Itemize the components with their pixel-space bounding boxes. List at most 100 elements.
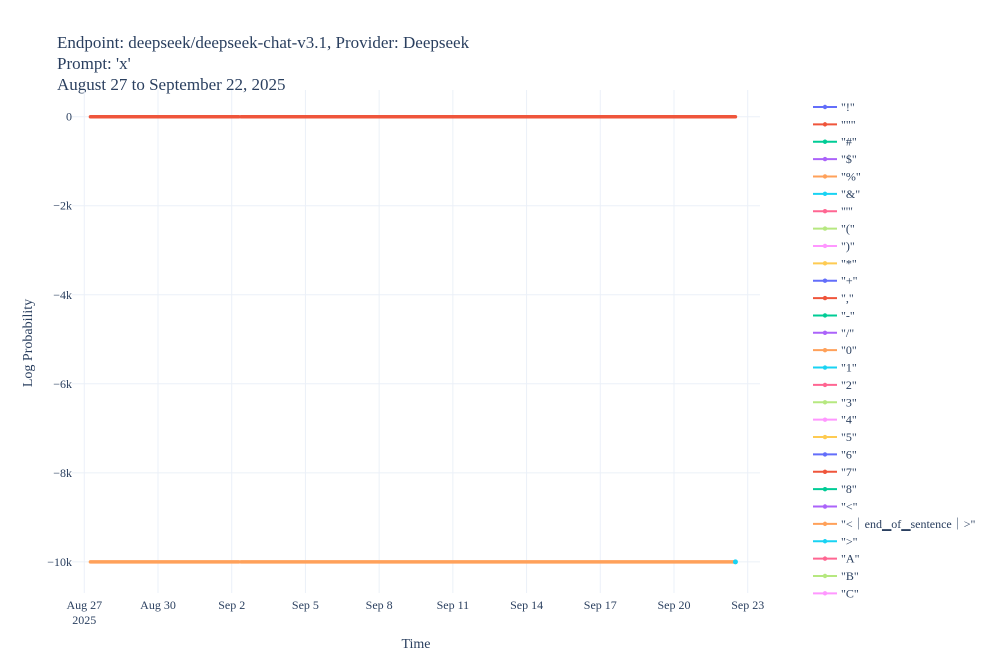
legend-item[interactable]: "3"	[813, 395, 857, 409]
x-tick-label: Sep 2	[218, 598, 245, 612]
legend-marker	[822, 365, 828, 370]
legend-marker	[822, 382, 828, 388]
y-tick-label: −4k	[53, 288, 72, 302]
legend-label: "B"	[841, 569, 859, 583]
legend-marker	[822, 139, 828, 144]
legend-marker	[822, 486, 828, 492]
y-tick-label: −8k	[53, 466, 72, 480]
legend-marker	[822, 226, 828, 231]
legend-item[interactable]: "A"	[813, 552, 860, 566]
legend-marker	[822, 191, 828, 197]
x-tick-label: Sep 14	[510, 598, 543, 612]
legend-label: "("	[841, 222, 855, 236]
x-tick-label: Aug 27	[66, 598, 102, 612]
legend-item[interactable]: "2"	[813, 378, 857, 392]
x-tick-label: Aug 30	[140, 598, 176, 612]
legend-item[interactable]: "0"	[813, 343, 857, 357]
legend-marker	[822, 504, 828, 509]
legend-marker	[822, 573, 828, 579]
legend-label: "4"	[841, 413, 857, 427]
legend-marker	[822, 209, 828, 214]
legend-marker	[822, 278, 828, 283]
legend-item[interactable]: "%"	[813, 169, 861, 183]
legend-item[interactable]: "!"	[813, 100, 855, 114]
legend-item[interactable]: "<"	[813, 500, 858, 514]
legend[interactable]: "!" """ "#" "$" "%" "&" "'" "(" ")" "*" "+" "," "-" "…	[813, 100, 976, 600]
legend-item[interactable]: "4"	[813, 413, 857, 427]
y-tick-label: −2k	[53, 199, 72, 213]
legend-marker	[822, 591, 828, 596]
legend-label: """	[841, 117, 856, 131]
legend-label: ")"	[841, 239, 855, 253]
y-axis-ticks: 0 −2k −4k −6k −8k −10k	[47, 110, 72, 569]
legend-item[interactable]: "+"	[813, 274, 858, 288]
legend-item[interactable]: "#"	[813, 135, 857, 149]
legend-item[interactable]: "6"	[813, 447, 857, 461]
legend-item[interactable]: "C"	[813, 586, 859, 600]
y-axis-title: Log Probability	[21, 299, 36, 387]
legend-item[interactable]: "&"	[813, 187, 860, 201]
legend-item[interactable]: "/"	[813, 326, 854, 340]
legend-marker	[822, 313, 828, 318]
x-tick-label: Sep 8	[366, 598, 393, 612]
legend-marker	[822, 295, 828, 301]
legend-marker	[822, 104, 828, 110]
legend-item[interactable]: "1"	[813, 361, 857, 375]
y-tick-label: 0	[66, 110, 72, 124]
legend-marker	[822, 417, 828, 422]
legend-item[interactable]: "*"	[813, 256, 857, 270]
legend-marker	[822, 347, 828, 353]
legend-item[interactable]: "5"	[813, 430, 857, 444]
legend-label: "2"	[841, 378, 857, 392]
chart-title: Endpoint: deepseek/deepseek-chat-v3.1, P…	[57, 33, 470, 94]
legend-item[interactable]: "B"	[813, 569, 859, 583]
legend-item[interactable]: "8"	[813, 482, 857, 496]
legend-marker	[822, 400, 828, 405]
legend-item[interactable]: "<｜end▁of▁sentence｜>"	[813, 517, 976, 531]
series-end-marker	[732, 559, 738, 565]
legend-marker	[822, 452, 828, 457]
legend-label: "-"	[841, 308, 855, 322]
legend-item[interactable]: "("	[813, 222, 855, 236]
legend-label: "A"	[841, 552, 860, 566]
legend-label: "!"	[841, 100, 855, 114]
x-tick-label: Sep 5	[292, 598, 319, 612]
legend-item[interactable]: ")"	[813, 239, 855, 253]
legend-marker	[822, 261, 828, 266]
legend-label: "8"	[841, 482, 857, 496]
chart-title-line: August 27 to September 22, 2025	[57, 75, 286, 94]
legend-label: "<"	[841, 500, 858, 514]
legend-item[interactable]: "'"	[813, 204, 853, 218]
plot-area	[88, 114, 738, 565]
legend-label: "<｜end▁of▁sentence｜>"	[841, 517, 976, 531]
legend-marker	[822, 122, 828, 127]
grid	[72, 90, 760, 593]
legend-marker	[822, 243, 828, 249]
legend-label: "+"	[841, 274, 858, 288]
legend-label: ">"	[841, 534, 858, 548]
legend-item[interactable]: "$"	[813, 152, 857, 166]
legend-item[interactable]: """	[813, 117, 856, 131]
chart-title-line: Prompt: 'x'	[57, 54, 131, 73]
chart-title-line: Endpoint: deepseek/deepseek-chat-v3.1, P…	[57, 33, 470, 52]
legend-marker	[822, 469, 828, 474]
x-tick-label: Sep 17	[584, 598, 617, 612]
legend-label: "5"	[841, 430, 857, 444]
y-tick-label: −6k	[53, 377, 72, 391]
legend-item[interactable]: "7"	[813, 465, 857, 479]
x-tick-label: Sep 23	[731, 598, 764, 612]
legend-marker	[822, 156, 828, 162]
legend-item[interactable]: ">"	[813, 534, 858, 548]
legend-marker	[822, 174, 828, 179]
legend-label: "%"	[841, 169, 861, 183]
legend-label: ","	[841, 291, 854, 305]
legend-item[interactable]: "-"	[813, 308, 855, 322]
legend-label: "*"	[841, 256, 857, 270]
legend-marker	[822, 434, 828, 440]
legend-label: "6"	[841, 447, 857, 461]
legend-label: "'"	[841, 204, 853, 218]
legend-label: "#"	[841, 135, 857, 149]
legend-item[interactable]: ","	[813, 291, 854, 305]
